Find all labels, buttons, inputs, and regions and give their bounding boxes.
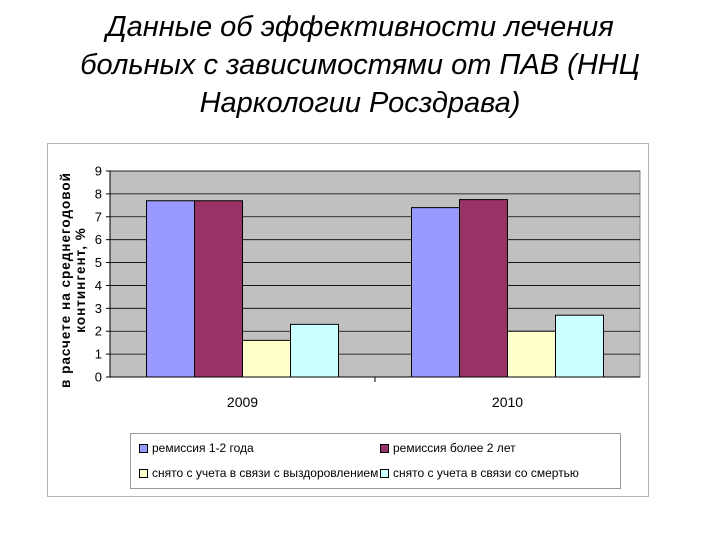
slide-title-line: Наркологии Росздрава)	[199, 87, 521, 119]
bar	[242, 339, 291, 378]
y-tick-label: 6	[95, 232, 102, 247]
chart-legend: ремиссия 1-2 года ремиссия более 2 лет сня…	[130, 433, 621, 489]
legend-swatch	[139, 468, 148, 478]
y-axis-title-line: контингент, %	[73, 227, 88, 333]
legend-item: снято с учета в связи со смертью	[380, 466, 579, 480]
legend-item: ремиссия более 2 лет	[380, 441, 516, 455]
legend-label: ремиссия 1-2 года	[152, 441, 254, 455]
legend-label: ремиссия более 2 лет	[393, 441, 516, 455]
x-tick-label: 2010	[492, 394, 523, 410]
legend-item: снято с учета в связи с выздоровлением	[139, 466, 378, 480]
y-tick-label: 8	[95, 186, 102, 201]
bar	[555, 314, 604, 378]
legend-swatch	[139, 443, 148, 453]
bar	[459, 199, 508, 378]
legend-label: снято с учета в связи со смертью	[393, 466, 579, 480]
legend-swatch	[380, 443, 389, 453]
slide-title-line: Данные об эффективности лечения	[106, 11, 614, 43]
y-tick-label: 0	[95, 370, 102, 385]
y-tick-label: 4	[95, 278, 102, 293]
bar	[507, 330, 556, 378]
bar	[290, 323, 339, 378]
y-axis-title-line: в расчете на среднегодовой	[58, 172, 73, 388]
slide-title: Данные об эффективности лечения больных …	[0, 8, 720, 122]
y-tick-label: 9	[95, 164, 102, 179]
y-tick-label: 7	[95, 209, 102, 224]
y-tick-label: 1	[95, 347, 102, 362]
legend-label: снято с учета в связи с выздоровлением	[152, 466, 379, 480]
legend-item: ремиссия 1-2 года	[139, 441, 254, 455]
y-axis-title: в расчете на среднегодовой контингент, %	[58, 155, 88, 405]
slide-title-line: больных с зависимостями от ПАВ (ННЦ	[80, 49, 640, 81]
bar	[146, 200, 195, 378]
y-tick-label: 2	[95, 324, 102, 339]
y-tick-label: 5	[95, 255, 102, 270]
bar	[194, 200, 243, 378]
y-tick-label: 3	[95, 301, 102, 316]
bar	[411, 207, 460, 378]
legend-swatch	[380, 468, 389, 478]
x-tick-label: 2009	[227, 394, 258, 410]
